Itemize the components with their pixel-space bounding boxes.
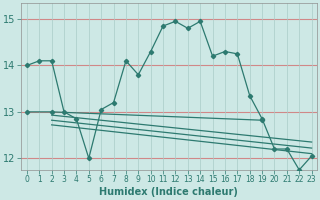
X-axis label: Humidex (Indice chaleur): Humidex (Indice chaleur) [99, 187, 238, 197]
